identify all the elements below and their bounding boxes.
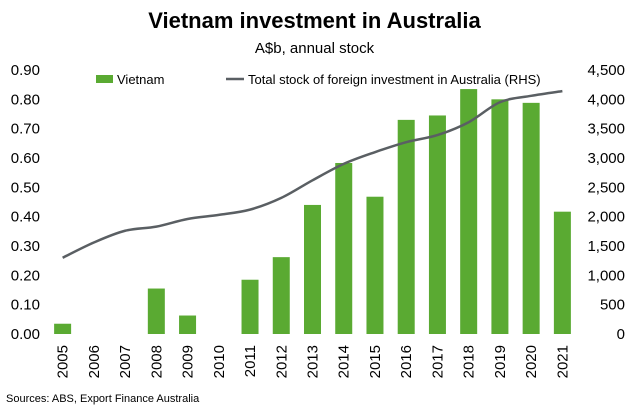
x-tick-label: 2006	[86, 345, 103, 378]
bar	[54, 323, 72, 334]
bar	[491, 99, 509, 334]
x-tick-label: 2019	[492, 345, 509, 378]
bar	[147, 288, 165, 334]
legend-label-vietnam: Vietnam	[117, 72, 164, 87]
bar-series	[54, 89, 571, 334]
x-axis: 2005 2006 2007 2008 2009 2010 2011 2012 2013 2014…	[55, 345, 572, 378]
x-tick-label: 2016	[398, 345, 415, 378]
legend: Vietnam Total stock of foreign investment…	[96, 72, 541, 87]
chart-subtitle: A$b, annual stock	[254, 40, 375, 57]
x-tick-label: 2018	[461, 345, 478, 378]
bar	[179, 315, 197, 334]
x-tick-label: 2011	[242, 345, 259, 377]
x-tick-label: 2015	[367, 345, 384, 378]
left-tick-label: 0.30	[11, 238, 40, 255]
right-tick-label: 3,000	[587, 150, 625, 167]
left-tick-label: 0.60	[11, 150, 40, 167]
left-axis: 0.00 0.10 0.20 0.30 0.40 0.50 0.60 0.70 0.80 0.90	[11, 62, 40, 343]
x-tick-label: 2012	[273, 345, 290, 378]
bar	[553, 211, 571, 334]
right-axis: 0 500 1,000 1,500 2,000 2,500 3,000 3,500 4,000 4…	[587, 62, 625, 343]
legend-swatch-vietnam	[96, 75, 113, 83]
right-tick-label: 500	[600, 297, 625, 314]
right-tick-label: 2,000	[587, 209, 625, 226]
right-tick-label: 0	[617, 326, 625, 343]
left-tick-label: 0.90	[11, 62, 40, 79]
bar	[397, 119, 415, 334]
right-tick-label: 1,000	[587, 267, 625, 284]
left-tick-label: 0.50	[11, 179, 40, 196]
x-tick-label: 2014	[336, 345, 353, 378]
x-tick-label: 2009	[180, 345, 197, 378]
source-note: Sources: ABS, Export Finance Australia	[6, 393, 200, 405]
bar	[304, 204, 321, 334]
bar	[335, 162, 353, 334]
x-tick-label: 2021	[554, 345, 571, 378]
bar	[366, 196, 384, 334]
left-tick-label: 0.40	[11, 209, 40, 226]
x-tick-label: 2005	[55, 345, 72, 378]
x-tick-label: 2013	[305, 345, 322, 378]
left-tick-label: 0.80	[11, 91, 40, 108]
bar	[460, 89, 478, 334]
bar	[272, 257, 290, 334]
chart-title: Vietnam investment in Australia	[148, 8, 481, 33]
bar	[428, 115, 446, 334]
left-tick-label: 0.70	[11, 121, 40, 138]
bar	[241, 279, 259, 334]
left-tick-label: 0.20	[11, 267, 40, 284]
x-tick-label: 2007	[117, 345, 134, 378]
bar	[522, 102, 540, 334]
right-tick-label: 3,500	[587, 121, 625, 138]
legend-label-total: Total stock of foreign investment in Aus…	[248, 72, 541, 87]
left-tick-label: 0.00	[11, 326, 40, 343]
line-series	[62, 89, 563, 259]
x-tick-label: 2008	[148, 345, 165, 378]
x-tick-label: 2020	[523, 345, 540, 378]
x-tick-label: 2010	[211, 345, 228, 378]
left-tick-label: 0.10	[11, 297, 40, 314]
x-tick-label: 2017	[429, 345, 446, 378]
right-tick-label: 4,000	[587, 91, 625, 108]
right-tick-label: 1,500	[587, 238, 625, 255]
line-path	[62, 89, 563, 259]
right-tick-label: 2,500	[587, 179, 625, 196]
right-tick-label: 4,500	[587, 62, 625, 79]
